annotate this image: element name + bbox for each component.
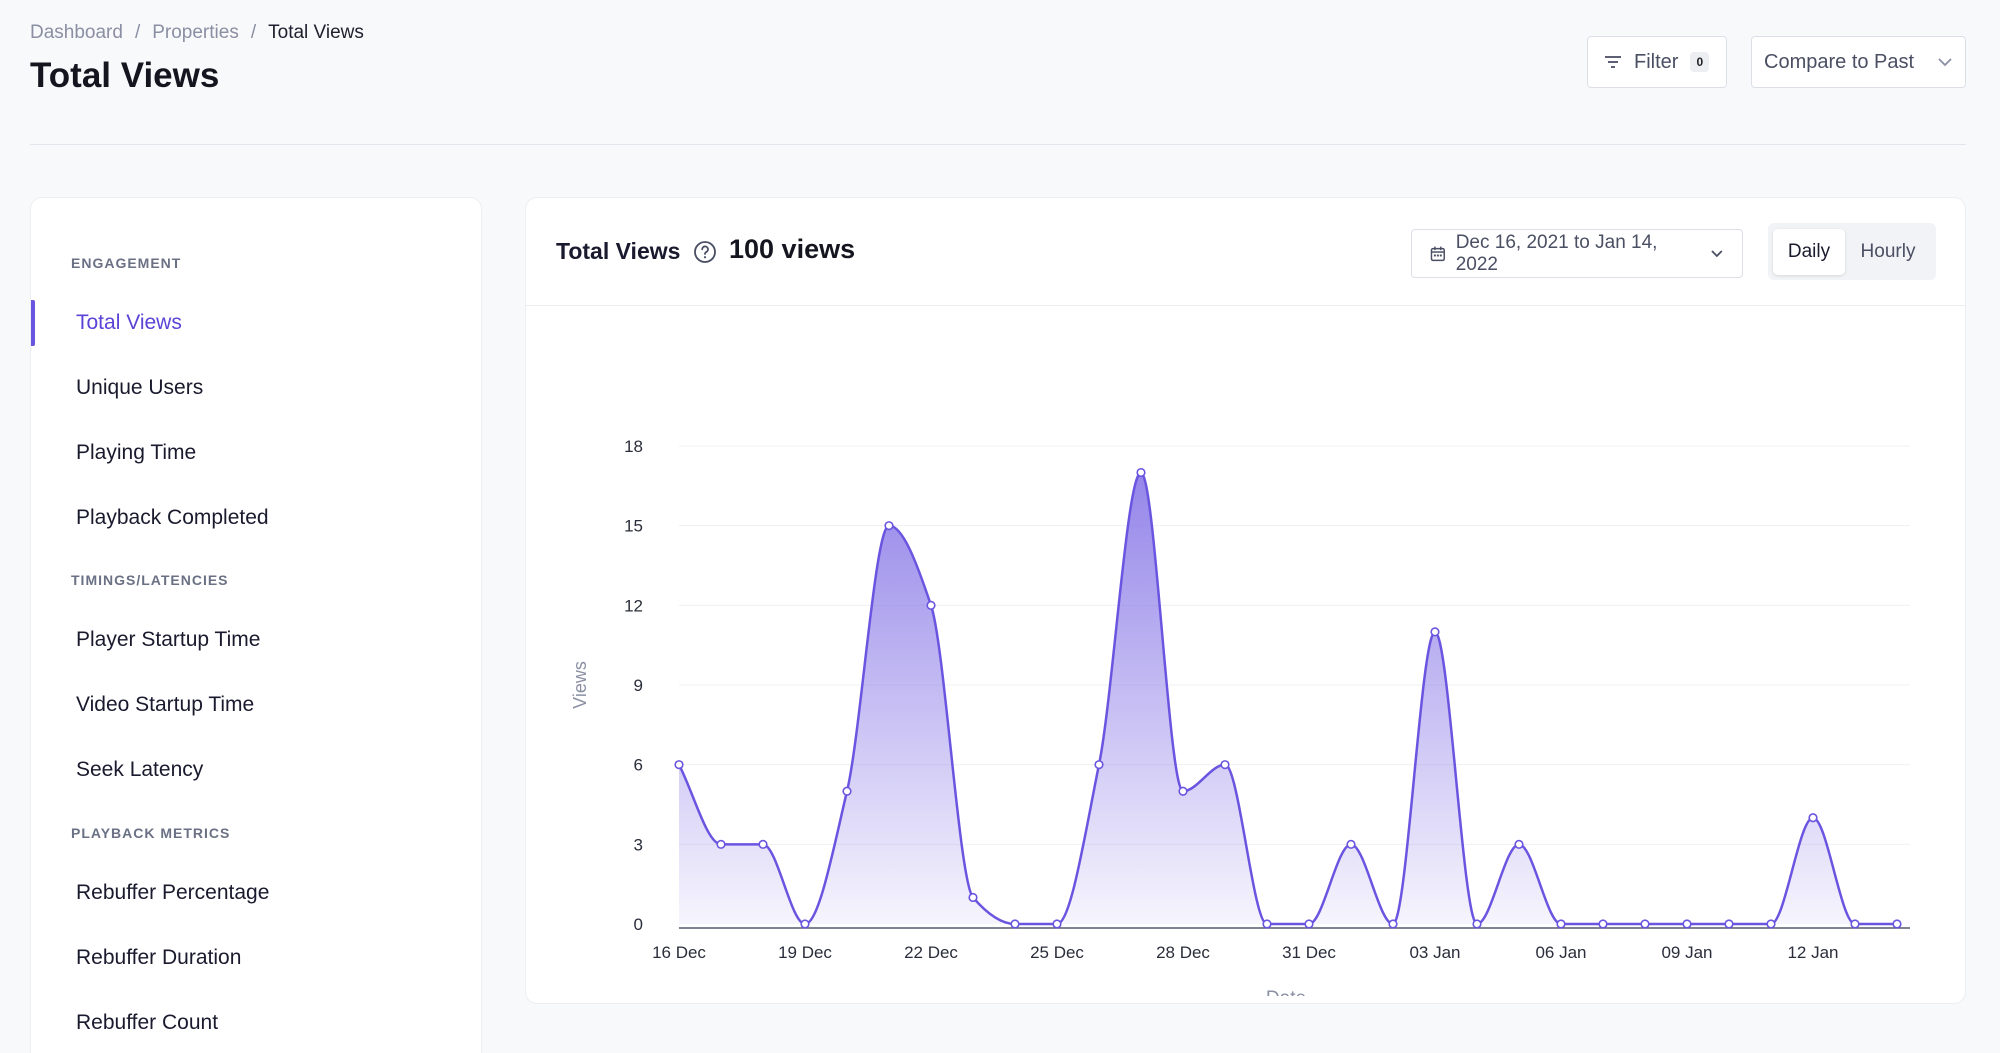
y-tick-label: 6: [634, 756, 643, 775]
filter-count-badge: 0: [1690, 52, 1710, 72]
y-tick-label: 18: [624, 437, 643, 456]
series-line: [677, 471, 1897, 926]
data-point[interactable]: [716, 839, 726, 849]
sidebar-item-rebuffer-duration[interactable]: Rebuffer Duration: [76, 946, 242, 969]
data-point[interactable]: [1388, 919, 1398, 929]
data-point[interactable]: [1850, 919, 1860, 929]
section-title-playback-metrics: PLAYBACK METRICS: [71, 825, 231, 841]
data-point[interactable]: [1304, 919, 1314, 929]
data-point[interactable]: [1682, 919, 1692, 929]
data-point[interactable]: [1052, 919, 1062, 929]
sidebar-item-total-views[interactable]: Total Views: [31, 298, 481, 348]
chart-card-header: Total Views 100 views Dec 16, 2021 to Ja…: [526, 198, 1965, 306]
x-tick-label: 22 Dec: [904, 943, 958, 962]
data-point[interactable]: [968, 892, 978, 903]
data-point[interactable]: [1808, 813, 1818, 823]
y-tick-label: 9: [634, 676, 643, 695]
breadcrumb-properties[interactable]: Properties: [152, 22, 239, 43]
toggle-daily[interactable]: Daily: [1773, 228, 1845, 275]
data-point[interactable]: [1766, 919, 1776, 929]
y-tick-label: 0: [634, 915, 643, 934]
data-point[interactable]: [800, 919, 810, 929]
sidebar-item-player-startup-time[interactable]: Player Startup Time: [76, 628, 261, 651]
compare-to-past-select[interactable]: Compare to Past: [1751, 36, 1966, 88]
data-point[interactable]: [1220, 760, 1230, 770]
data-point[interactable]: [1472, 919, 1482, 929]
header-divider: [30, 144, 1966, 145]
data-point[interactable]: [1262, 919, 1272, 929]
granularity-toggle: Daily Hourly: [1768, 223, 1936, 280]
data-point[interactable]: [758, 839, 768, 849]
x-tick-label: 16 Dec: [652, 943, 706, 962]
sidebar-item-playback-completed[interactable]: Playback Completed: [76, 506, 269, 529]
filter-button[interactable]: Filter 0: [1587, 36, 1727, 88]
views-total: 100 views: [729, 234, 856, 264]
data-point[interactable]: [1136, 467, 1146, 478]
views-area-chart: 0 3 6 9 12 15 18 16 Dec 19 Dec 22 Dec 25 Dec 28 De…: [570, 437, 1910, 996]
data-point[interactable]: [1430, 627, 1440, 637]
breadcrumb-separator: /: [250, 22, 257, 43]
header-actions: Filter 0 Compare to Past: [1587, 36, 1966, 88]
data-point[interactable]: [1556, 919, 1566, 929]
x-tick-label: 19 Dec: [778, 943, 832, 962]
sidebar-item-rebuffer-percentage[interactable]: Rebuffer Percentage: [76, 881, 270, 904]
breadcrumb-separator: /: [134, 22, 141, 43]
breadcrumb: Dashboard / Properties / Total Views: [30, 22, 364, 44]
chevron-down-icon: [1711, 250, 1723, 258]
filter-icon: [1605, 56, 1621, 68]
metrics-sidebar: ENGAGEMENT Total Views Unique Users Play…: [30, 197, 482, 1053]
data-point[interactable]: [1640, 919, 1650, 929]
breadcrumb-dashboard[interactable]: Dashboard: [30, 22, 123, 43]
compare-label: Compare to Past: [1764, 50, 1915, 73]
data-point[interactable]: [1178, 786, 1188, 796]
sidebar-item-playing-time[interactable]: Playing Time: [76, 441, 197, 464]
x-axis-label: Date: [1266, 988, 1306, 996]
area-fill: [679, 472, 1897, 924]
x-tick-label: 09 Jan: [1661, 943, 1712, 962]
x-tick-label: 31 Dec: [1282, 943, 1336, 962]
data-point[interactable]: [1346, 839, 1356, 849]
data-point[interactable]: [1514, 839, 1524, 849]
date-range-label: Dec 16, 2021 to Jan 14, 2022: [1455, 231, 1658, 275]
y-axis-label: Views: [570, 661, 590, 709]
y-tick-label: 15: [624, 517, 643, 536]
x-tick-label: 06 Jan: [1535, 943, 1586, 962]
sidebar-item-video-startup-time[interactable]: Video Startup Time: [76, 693, 255, 716]
calendar-icon: [1430, 246, 1445, 261]
y-tick-label: 12: [624, 596, 643, 615]
x-tick-label: 12 Jan: [1787, 943, 1838, 962]
data-point[interactable]: [884, 521, 894, 531]
help-icon[interactable]: [693, 240, 717, 264]
data-point[interactable]: [1892, 919, 1902, 929]
page-title: Total Views: [30, 56, 220, 95]
x-tick-label: 03 Jan: [1409, 943, 1460, 962]
sidebar-item-seek-latency[interactable]: Seek Latency: [76, 758, 204, 781]
sidebar-item-rebuffer-count[interactable]: Rebuffer Count: [76, 1011, 219, 1034]
x-tick-label: 28 Dec: [1156, 943, 1210, 962]
toggle-hourly[interactable]: Hourly: [1860, 240, 1916, 262]
chart-card: Total Views 100 views Dec 16, 2021 to Ja…: [525, 197, 1966, 1004]
data-point[interactable]: [926, 600, 936, 610]
section-title-engagement: ENGAGEMENT: [71, 255, 182, 271]
chart-title: Total Views: [556, 238, 681, 264]
data-point[interactable]: [842, 786, 852, 796]
y-tick-label: 3: [634, 835, 643, 854]
data-point[interactable]: [1598, 919, 1608, 929]
chevron-down-icon: [1938, 58, 1952, 67]
data-point[interactable]: [1094, 760, 1104, 770]
x-tick-label: 25 Dec: [1030, 943, 1084, 962]
date-range-picker[interactable]: Dec 16, 2021 to Jan 14, 2022: [1411, 229, 1743, 278]
data-point[interactable]: [1724, 919, 1734, 929]
data-point[interactable]: [1010, 919, 1020, 929]
data-point[interactable]: [674, 760, 684, 770]
sidebar-item-unique-users[interactable]: Unique Users: [76, 376, 204, 399]
section-title-timings: TIMINGS/LATENCIES: [71, 572, 229, 588]
breadcrumb-current: Total Views: [268, 22, 364, 43]
filter-label: Filter: [1634, 50, 1679, 73]
